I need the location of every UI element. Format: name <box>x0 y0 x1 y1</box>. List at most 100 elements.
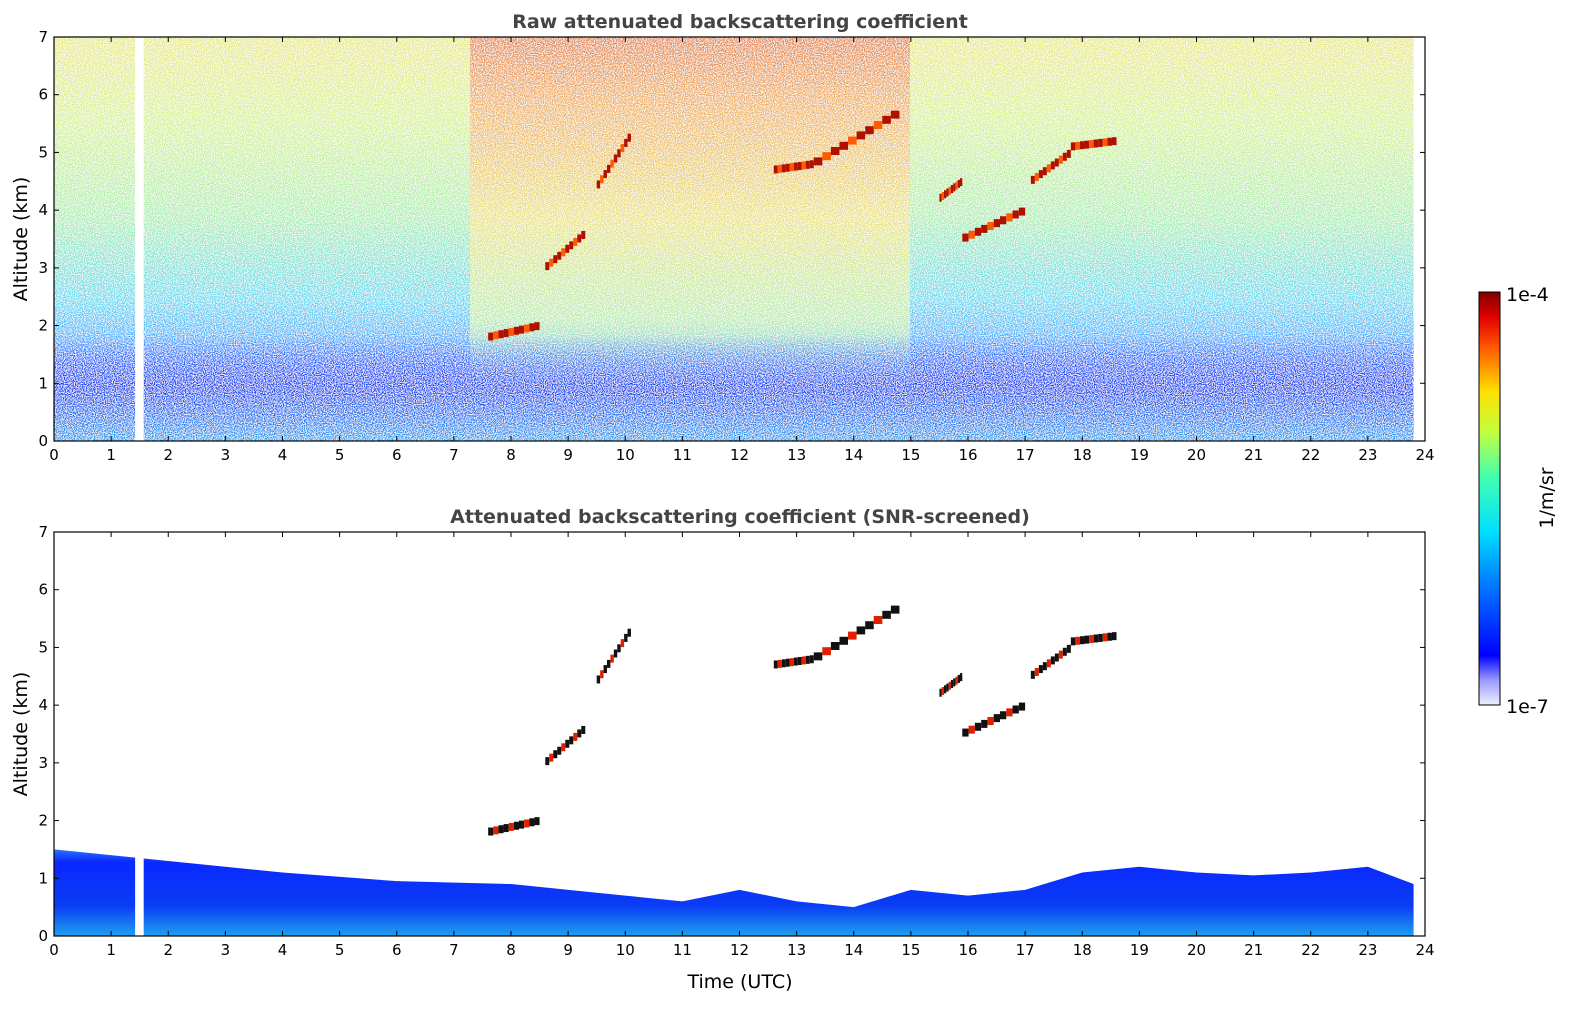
x-tick-label: 8 <box>506 446 516 464</box>
cloud-segment <box>617 644 621 653</box>
x-tick-label: 2 <box>163 941 173 959</box>
cloud-segment <box>981 224 988 233</box>
y-tick-label: 0 <box>38 927 48 945</box>
x-tick-label: 12 <box>730 446 749 464</box>
cloud-segment <box>1006 708 1013 717</box>
cloud-segment <box>873 616 883 625</box>
cloud-segment <box>508 327 514 336</box>
cloud-segment <box>617 149 621 158</box>
x-tick-label: 21 <box>1244 446 1263 464</box>
screened-y-axis-label: Altitude (km) <box>10 672 32 797</box>
x-tick-label: 22 <box>1301 941 1320 959</box>
cloud-segment <box>948 681 951 690</box>
cloud-segment <box>1093 139 1099 148</box>
raw-heatmap <box>54 37 1425 441</box>
cloud-segment <box>1046 164 1051 173</box>
cloud-segment <box>545 757 550 766</box>
cloud-segment <box>785 163 790 172</box>
y-tick-label: 5 <box>38 638 48 656</box>
x-tick-label: 7 <box>449 446 459 464</box>
cloud-segment <box>503 329 509 338</box>
cloud-segment <box>613 154 618 163</box>
cloud-segment <box>493 331 499 340</box>
cloud-segment <box>1093 634 1099 643</box>
cloud-segment <box>987 222 994 231</box>
cloud-segment <box>610 654 614 663</box>
cloud-segment <box>518 325 525 334</box>
x-tick-label: 9 <box>563 941 573 959</box>
cloud-segment <box>569 241 574 250</box>
cloud-segment <box>1018 702 1026 711</box>
cloud-segment <box>1058 650 1063 659</box>
cloud-segment <box>890 110 900 119</box>
cloud-segment <box>974 227 982 236</box>
cloud-segment <box>488 827 494 836</box>
cloud-segment <box>830 146 840 155</box>
cloud-segment <box>944 190 947 199</box>
cloud-segment <box>529 818 535 827</box>
cloud-segment <box>793 657 798 666</box>
cloud-segment <box>1084 635 1090 644</box>
cloud-segment <box>1102 138 1108 147</box>
cloud-segment <box>581 230 586 239</box>
cloud-segment <box>999 216 1007 225</box>
cloud-segment <box>1062 647 1067 656</box>
cloud-segment <box>1084 140 1090 149</box>
cloud-segment <box>1066 644 1071 653</box>
cloud-segment <box>1038 170 1043 179</box>
cloud-segment <box>513 326 519 335</box>
cloud-segment <box>953 183 956 192</box>
raw-panel: Raw attenuated backscattering coefficien… <box>10 11 1435 464</box>
cloud-segment <box>1054 158 1059 167</box>
cloud-segment <box>545 262 550 271</box>
cloud-segment <box>1079 141 1085 150</box>
cloud-segment <box>773 165 778 174</box>
cloud-segment <box>801 656 806 665</box>
x-tick-label: 5 <box>335 941 345 959</box>
y-tick-label: 6 <box>38 86 48 104</box>
cloud-segment <box>613 649 618 658</box>
cloud-segment <box>606 659 611 668</box>
cloud-segment <box>569 736 574 745</box>
cloud-segment <box>1075 141 1080 150</box>
x-tick-label: 15 <box>901 941 920 959</box>
cloud-segment <box>524 819 530 828</box>
screened-panel: Attenuated backscattering coefficient (S… <box>10 506 1435 993</box>
cloud-segment <box>848 631 857 640</box>
cloud-segment <box>1102 633 1108 642</box>
cloud-segment <box>1098 138 1103 147</box>
cloud-segment <box>962 728 969 737</box>
x-tick-label: 19 <box>1130 941 1149 959</box>
raw-data-end <box>1413 37 1425 441</box>
x-axis-label: Time (UTC) <box>686 971 792 993</box>
cloud-segment <box>955 181 958 190</box>
cloud-segment <box>565 739 570 748</box>
cloud-segment <box>1054 653 1059 662</box>
x-tick-label: 23 <box>1358 941 1377 959</box>
y-tick-label: 4 <box>38 696 48 714</box>
cloud-segment <box>606 164 611 173</box>
cloud-segment <box>627 133 631 142</box>
cloud-segment <box>577 234 582 243</box>
cloud-segment <box>781 659 786 668</box>
cloud-segment <box>1012 705 1019 714</box>
y-tick-label: 1 <box>38 374 48 392</box>
y-tick-label: 1 <box>38 869 48 887</box>
cloud-segment <box>822 647 831 656</box>
cloud-segment <box>581 725 586 734</box>
y-tick-label: 7 <box>38 28 48 46</box>
x-tick-label: 3 <box>221 446 231 464</box>
cloud-segment <box>839 636 849 645</box>
cloud-segment <box>797 656 802 665</box>
raw-panel-title: Raw attenuated backscattering coefficien… <box>512 11 968 33</box>
x-tick-label: 22 <box>1301 446 1320 464</box>
x-tick-label: 4 <box>278 446 288 464</box>
cloud-segment <box>968 230 975 239</box>
cloud-segment <box>890 605 900 614</box>
cloud-segment <box>1079 636 1085 645</box>
x-tick-label: 24 <box>1415 446 1434 464</box>
cloud-segment <box>549 753 554 762</box>
cloud-segment <box>981 719 988 728</box>
raw-cloud-layers <box>488 110 1117 341</box>
